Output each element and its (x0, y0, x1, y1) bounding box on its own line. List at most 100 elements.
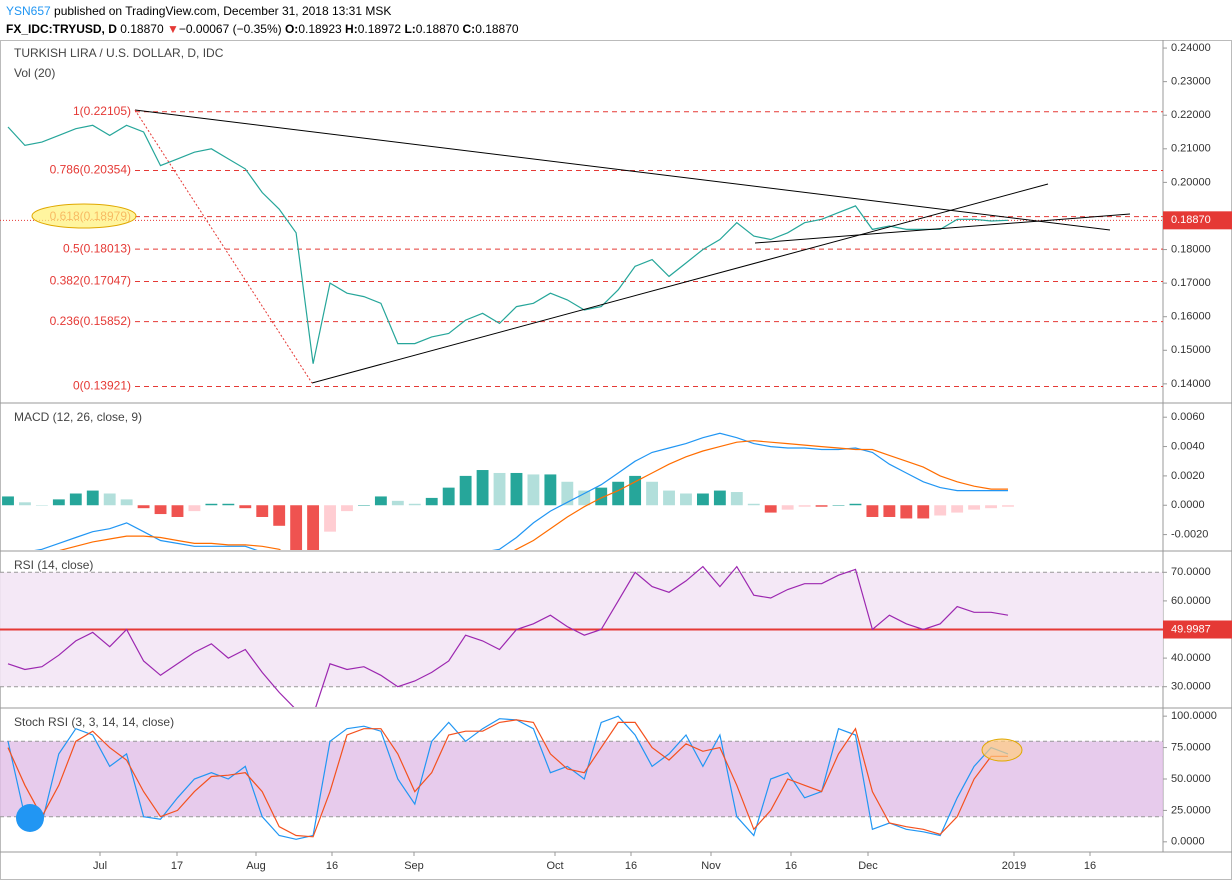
y-tick-label: 0.22000 (1171, 109, 1211, 121)
histogram-bar (273, 505, 286, 526)
x-tick-label: 16 (785, 860, 797, 872)
histogram-bar (968, 505, 981, 510)
histogram-bar (35, 505, 48, 506)
histogram-bar (612, 481, 625, 506)
y-tick-label: 0.0000 (1171, 499, 1205, 511)
histogram-bar (595, 487, 608, 506)
y-tick-label: 75.0000 (1171, 741, 1211, 753)
drawings (16, 109, 1131, 832)
histogram-bar (985, 505, 997, 509)
fib-label: 0(0.13921) (73, 379, 131, 393)
histogram-bar (849, 503, 862, 506)
histogram-bar (154, 505, 167, 515)
panel (0, 565, 1163, 707)
last-price-label: 0.18870 (1171, 214, 1211, 226)
panel-title: Stoch RSI (3, 3, 14, 14, close) (14, 715, 174, 729)
header-line: YSN657 published on TradingView.com, Dec… (6, 4, 391, 18)
x-tick-label: 16 (326, 860, 338, 872)
histogram-bar (578, 490, 591, 506)
o-label: O: (285, 22, 298, 36)
panel-subtitle: Vol (20) (14, 66, 55, 80)
histogram-bar (730, 492, 743, 506)
fib-label: 0.786(0.20354) (50, 163, 131, 177)
x-tick-label: Aug (246, 860, 266, 872)
series-line (7, 719, 1008, 838)
histogram-bar (69, 493, 82, 506)
x-tick-label: Oct (546, 860, 563, 872)
arrow: ▼ (167, 22, 179, 36)
published: published on TradingView.com, December 3… (51, 4, 392, 18)
histogram-bar (544, 474, 557, 506)
fib-label: 0.5(0.18013) (63, 241, 131, 255)
panel-title: RSI (14, close) (14, 558, 93, 572)
histogram-bar (663, 490, 675, 506)
user: YSN657 (6, 4, 51, 18)
histogram-bar (510, 472, 523, 506)
panel (0, 715, 1163, 840)
y-tick-label: 30.0000 (1171, 681, 1211, 693)
histogram-bar (324, 505, 336, 532)
y-tick-label: 0.0040 (1171, 440, 1205, 452)
y-tick-label: 0.21000 (1171, 143, 1211, 155)
histogram-bar (832, 505, 845, 506)
histogram-bar (527, 474, 540, 506)
y-tick-label: 0.15000 (1171, 344, 1211, 356)
c: 0.18870 (475, 22, 519, 36)
x-tick-label: Sep (404, 860, 424, 872)
histogram-bar (747, 503, 760, 506)
histogram-bar (239, 505, 252, 509)
x-tick-label: 17 (171, 860, 183, 872)
histogram-bar (256, 505, 269, 517)
histogram-bar (391, 500, 404, 506)
y-tick-label: 0.17000 (1171, 277, 1211, 289)
histogram-bar (120, 499, 133, 506)
fib-label: 0.382(0.17047) (50, 274, 131, 288)
y-tick-label: 0.23000 (1171, 76, 1211, 88)
histogram-bar (646, 481, 658, 506)
x-tick-label: 16 (625, 860, 637, 872)
last: 0.18870 (120, 22, 164, 36)
symbol-line: FX_IDC:TRYUSD, D 0.18870 ▼−0.00067 (−0.3… (6, 22, 519, 36)
panel (2, 432, 1014, 550)
layers: TURKISH LIRA / U.S. DOLLAR, D, IDC Vol (2… (0, 42, 1232, 872)
panel-title: TURKISH LIRA / U.S. DOLLAR, D, IDC (14, 46, 224, 60)
histogram-bar (52, 499, 65, 506)
histogram-bar (425, 497, 438, 506)
x-tick-label: Jul (93, 860, 107, 872)
x-tick-label: Nov (701, 860, 721, 872)
trend-line (134, 109, 1111, 231)
y-tick-label: 40.0000 (1171, 652, 1211, 664)
histogram-bar (493, 472, 506, 506)
histogram-bar (341, 505, 353, 512)
l-label: L: (404, 22, 415, 36)
histogram-bar (713, 490, 726, 506)
histogram-bar (680, 493, 692, 506)
y-tick-label: 0.0060 (1171, 411, 1205, 423)
level-box (1163, 620, 1232, 639)
histogram-bar (561, 481, 574, 506)
histogram-bar (442, 487, 455, 506)
series-line (7, 124, 1009, 364)
histogram-bar (290, 505, 303, 550)
histogram-bar (815, 505, 828, 507)
last-price-box (1163, 211, 1232, 230)
y-tick-label: 0.0020 (1171, 470, 1205, 482)
histogram-bar (137, 505, 150, 509)
y-tick-label: 0.20000 (1171, 176, 1211, 188)
histogram-bar (866, 505, 879, 517)
x-tick-label: 2019 (1002, 860, 1026, 872)
histogram-bar (188, 505, 201, 512)
y-tick-label: 70.0000 (1171, 566, 1211, 578)
histogram-bar (358, 505, 370, 506)
histogram-bar (2, 496, 14, 506)
x-tick-label: 16 (1084, 860, 1096, 872)
change: −0.00067 (−0.35%) (179, 22, 282, 36)
o: 0.18923 (298, 22, 342, 36)
y-tick-label: 50.0000 (1171, 773, 1211, 785)
histogram-bar (629, 475, 642, 506)
histogram-bar (476, 470, 489, 506)
panel-title: MACD (12, 26, close, 9) (14, 410, 142, 424)
histogram-bar (900, 505, 913, 519)
